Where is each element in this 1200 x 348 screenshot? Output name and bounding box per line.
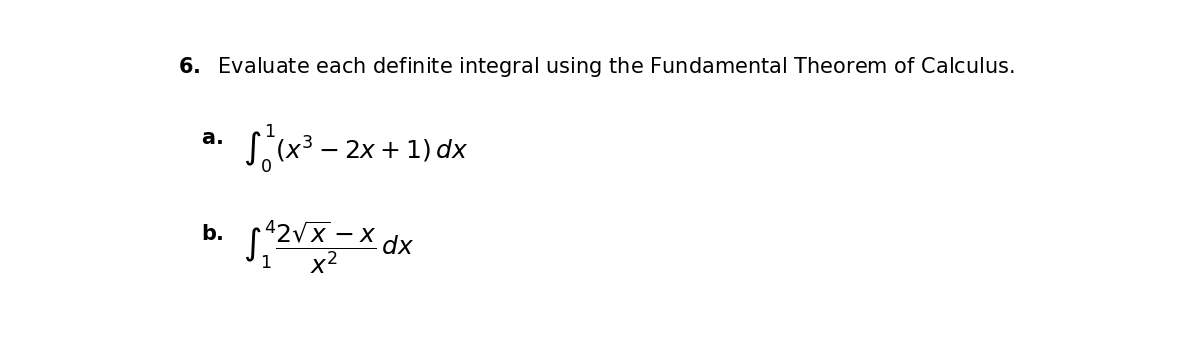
Text: $\int_0^1 (x^3 - 2x + 1)\, dx$: $\int_0^1 (x^3 - 2x + 1)\, dx$	[242, 122, 468, 175]
Text: $\bf{a.}$: $\bf{a.}$	[202, 127, 223, 148]
Text: $\bf{b.}$: $\bf{b.}$	[202, 224, 224, 244]
Text: $\bf{6.}$  Evaluate each definite integral using the Fundamental Theorem of Calc: $\bf{6.}$ Evaluate each definite integra…	[178, 55, 1015, 79]
Text: $\int_1^4 \dfrac{2\sqrt{x}-x}{x^2}\, dx$: $\int_1^4 \dfrac{2\sqrt{x}-x}{x^2}\, dx$	[242, 219, 414, 277]
